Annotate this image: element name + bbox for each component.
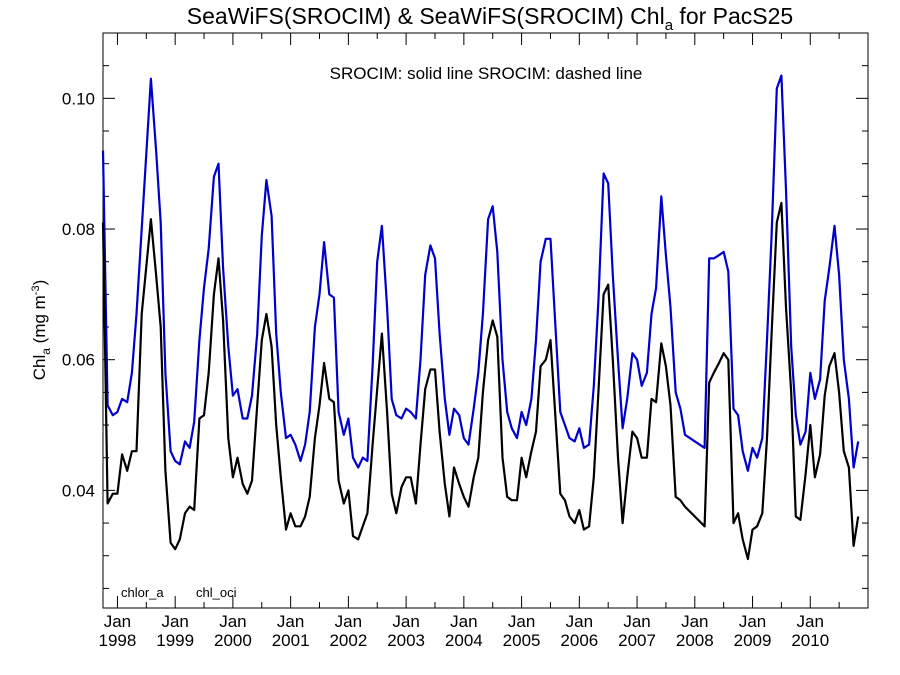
- x-tick-label-year: 2010: [791, 631, 829, 650]
- series-layer: [101, 74, 860, 561]
- y-tick-label: 0.08: [62, 220, 95, 239]
- x-tick-label-year: 2000: [214, 631, 252, 650]
- x-tick-label-year: 2001: [272, 631, 310, 650]
- y-axis-label-units-superscript: -3: [30, 285, 42, 295]
- x-tick-label-year: 2006: [560, 631, 598, 650]
- chart-title-main: SeaWiFS(SROCIM) & SeaWiFS(SROCIM) Chl: [187, 3, 665, 29]
- x-tick-label-year: 2005: [503, 631, 541, 650]
- legend-entry-chl-oci: chl_oci: [196, 585, 237, 600]
- x-tick-label-month: Jan: [623, 612, 650, 631]
- chart-title-subscript: a: [665, 17, 674, 34]
- x-tick-label-year: 2009: [734, 631, 772, 650]
- chart-title-tail: for PacS25: [673, 3, 793, 29]
- x-tick-label-month: Jan: [681, 612, 708, 631]
- x-tick-label-year: 2003: [387, 631, 425, 650]
- legend-entry-chlor-a: chlor_a: [121, 585, 164, 600]
- x-tick-label-year: 2008: [676, 631, 714, 650]
- y-axis-label-subscript: a: [39, 348, 53, 355]
- y-tick-label: 0.10: [62, 89, 95, 108]
- x-tick-label-month: Jan: [277, 612, 304, 631]
- series-line-chlor-a: [101, 201, 860, 561]
- x-tick-label-month: Jan: [450, 612, 477, 631]
- y-axis-label-main: Chl: [30, 355, 49, 381]
- x-tick-label-year: 2007: [618, 631, 656, 650]
- plot-frame: [102, 32, 869, 609]
- x-tick-label-month: Jan: [566, 612, 593, 631]
- x-tick-label-month: Jan: [161, 612, 188, 631]
- x-tick-label-month: Jan: [392, 612, 419, 631]
- x-axis-ticks: Jan1998Jan1999Jan2000Jan2001Jan2002Jan20…: [99, 33, 840, 650]
- y-axis-label-units: (mg m: [30, 295, 49, 348]
- x-tick-label-month: Jan: [739, 612, 766, 631]
- x-tick-label-year: 2004: [445, 631, 483, 650]
- y-axis-ticks: 0.04 0.06 0.08 0.10: [62, 32, 868, 589]
- chart-title: SeaWiFS(SROCIM) & SeaWiFS(SROCIM) Chla f…: [187, 3, 793, 34]
- series-line-chl-oci: [101, 74, 860, 472]
- x-tick-label-year: 1998: [99, 631, 137, 650]
- y-tick-label: 0.04: [62, 481, 95, 500]
- y-axis-label-units-close: ): [30, 280, 49, 286]
- x-tick-label-year: 1999: [156, 631, 194, 650]
- x-tick-label-month: Jan: [335, 612, 362, 631]
- y-tick-label: 0.06: [62, 351, 95, 370]
- y-axis-label: Chla (mg m-3): [30, 280, 53, 381]
- x-tick-label-month: Jan: [797, 612, 824, 631]
- x-tick-label-month: Jan: [508, 612, 535, 631]
- x-tick-label-month: Jan: [104, 612, 131, 631]
- x-tick-label-month: Jan: [219, 612, 246, 631]
- x-tick-label-year: 2002: [329, 631, 367, 650]
- chart-subtitle: SROCIM: solid line SROCIM: dashed line: [330, 64, 643, 83]
